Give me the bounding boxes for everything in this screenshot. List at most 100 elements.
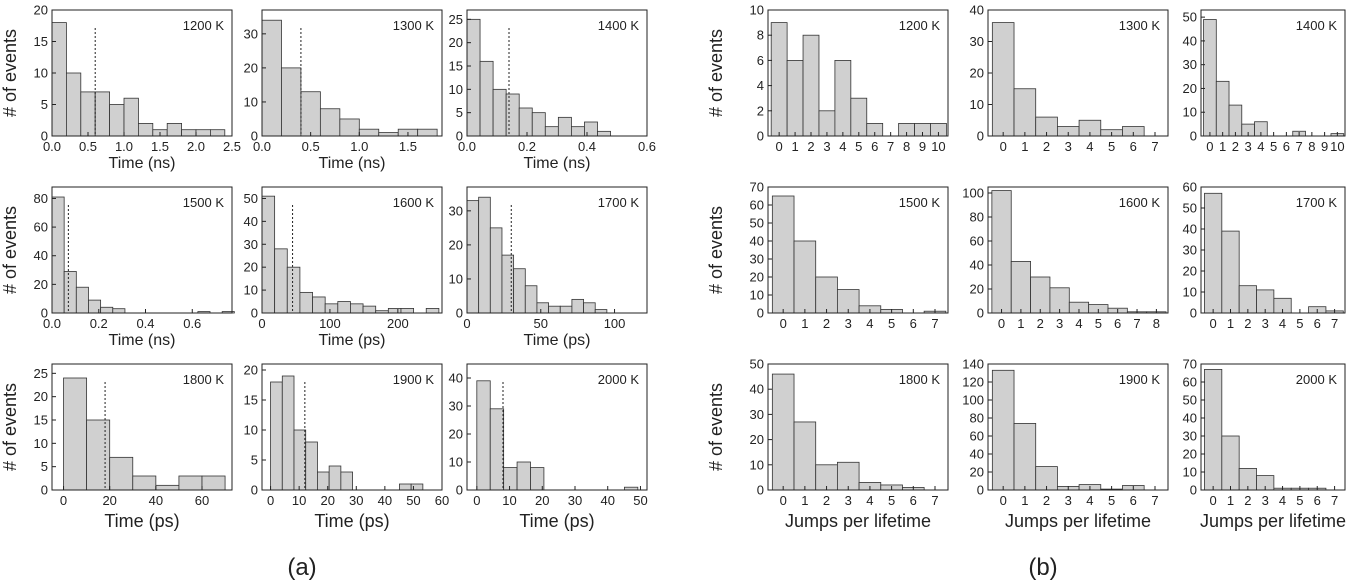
y-tick-label: 10	[34, 66, 48, 81]
y-tick-label: 40	[449, 371, 463, 386]
histogram-panel-a-1700: 0 10 20 30 0 50 100 1700 K Time (ps)	[449, 186, 648, 349]
histogram-bar	[489, 227, 503, 314]
x-tick-label: 2	[1037, 316, 1044, 331]
x-tick-label: 5	[1296, 493, 1303, 508]
y-tick-label: 20	[1183, 81, 1197, 96]
y-tick-label: 4	[757, 78, 764, 93]
y-tick-label: 80	[970, 411, 984, 426]
x-tick-label: 7	[1331, 493, 1338, 508]
histogram-bar	[516, 461, 531, 491]
x-tick-label: 10	[931, 139, 945, 154]
x-tick-label: 100	[319, 316, 341, 331]
histogram-bar	[524, 285, 538, 314]
y-axis-label: # of events	[706, 29, 726, 117]
y-tick-label: 0	[757, 129, 764, 144]
x-tick-label: 1.5	[399, 139, 417, 154]
y-tick-label: 40	[34, 248, 48, 263]
temperature-label: 1900 K	[1119, 372, 1161, 387]
histogram-bar	[1013, 88, 1037, 137]
x-axis-label: Time (ns)	[319, 155, 386, 172]
histogram-bar	[836, 461, 860, 491]
x-tick-label: 4	[1086, 493, 1093, 508]
x-tick-label: 0.0	[43, 316, 61, 331]
x-tick-label: 7	[1151, 139, 1158, 154]
histogram-bar	[181, 129, 197, 137]
temperature-label: 1500 K	[183, 195, 225, 210]
x-tick-label: 8	[1153, 316, 1160, 331]
temperature-label: 1400 K	[1296, 18, 1338, 33]
y-tick-label: 0	[456, 306, 463, 321]
histogram-bar	[518, 107, 533, 137]
histogram-bar	[281, 375, 295, 491]
x-tick-label: 7	[1296, 139, 1303, 154]
x-tick-label: 0	[1000, 139, 1007, 154]
temperature-label: 1700 K	[1296, 195, 1338, 210]
y-tick-label: 15	[34, 413, 48, 428]
x-tick-label: 5	[1108, 139, 1115, 154]
y-tick-label: 40	[750, 234, 764, 249]
y-tick-label: 0	[41, 306, 48, 321]
x-tick-label: 7	[931, 493, 938, 508]
x-tick-label: 6	[1130, 139, 1137, 154]
y-tick-label: 100	[962, 186, 984, 201]
histogram-bar	[51, 22, 67, 137]
histogram-bar	[328, 465, 342, 491]
histogram-bar	[324, 303, 339, 314]
x-tick-label: 7	[931, 316, 938, 331]
histogram-bar	[100, 306, 114, 314]
histogram-bar	[261, 195, 276, 314]
x-tick-label: 6	[1283, 139, 1290, 154]
histogram-bar	[557, 116, 572, 137]
histogram-bar	[594, 309, 608, 314]
y-tick-label: 70	[750, 180, 764, 195]
histogram-bar	[195, 129, 211, 137]
y-tick-label: 0	[41, 483, 48, 498]
x-tick-label: 2	[1232, 139, 1239, 154]
histogram-bar	[793, 421, 817, 491]
y-tick-label: 0	[41, 129, 48, 144]
histogram-bar	[261, 19, 282, 137]
histogram-bar	[991, 190, 1012, 314]
x-tick-label: 1	[1219, 139, 1226, 154]
histogram-bar	[132, 475, 157, 491]
y-tick-label: 10	[750, 288, 764, 303]
x-tick-label: 6	[1114, 316, 1121, 331]
y-tick-label: 30	[970, 34, 984, 49]
temperature-label: 2000 K	[1296, 372, 1338, 387]
histogram-bar	[109, 104, 125, 137]
y-tick-label: 8	[757, 28, 764, 43]
y-tick-label: 60	[1183, 375, 1197, 390]
x-tick-label: 30	[568, 493, 582, 508]
y-tick-label: 25	[34, 366, 48, 381]
y-tick-label: 40	[244, 214, 258, 229]
x-tick-label: 100	[604, 316, 626, 331]
x-tick-label: 3	[1245, 139, 1252, 154]
x-tick-label: 2	[1244, 316, 1251, 331]
y-tick-label: 5	[41, 459, 48, 474]
y-tick-label: 10	[1183, 105, 1197, 120]
y-tick-label: 30	[1183, 57, 1197, 72]
y-tick-label: 50	[1183, 10, 1197, 25]
histogram-bar	[66, 72, 82, 137]
y-tick-label: 120	[962, 375, 984, 390]
x-tick-label: 1	[1021, 139, 1028, 154]
histogram-bar	[63, 377, 88, 491]
y-tick-label: 6	[757, 53, 764, 68]
y-tick-label: 10	[449, 271, 463, 286]
y-tick-label: 20	[1183, 264, 1197, 279]
histogram-bar	[479, 60, 494, 137]
histogram-bar	[492, 88, 507, 137]
histogram-bar	[75, 286, 89, 314]
x-tick-label: 0	[473, 493, 480, 508]
x-tick-label: 6	[1314, 493, 1321, 508]
x-tick-label: 2	[807, 139, 814, 154]
histogram-bar	[466, 18, 481, 137]
histogram-bar	[86, 419, 111, 491]
panel-label-a: (a)	[287, 554, 316, 581]
plot-frame	[466, 186, 648, 314]
histogram-bar	[358, 128, 380, 137]
